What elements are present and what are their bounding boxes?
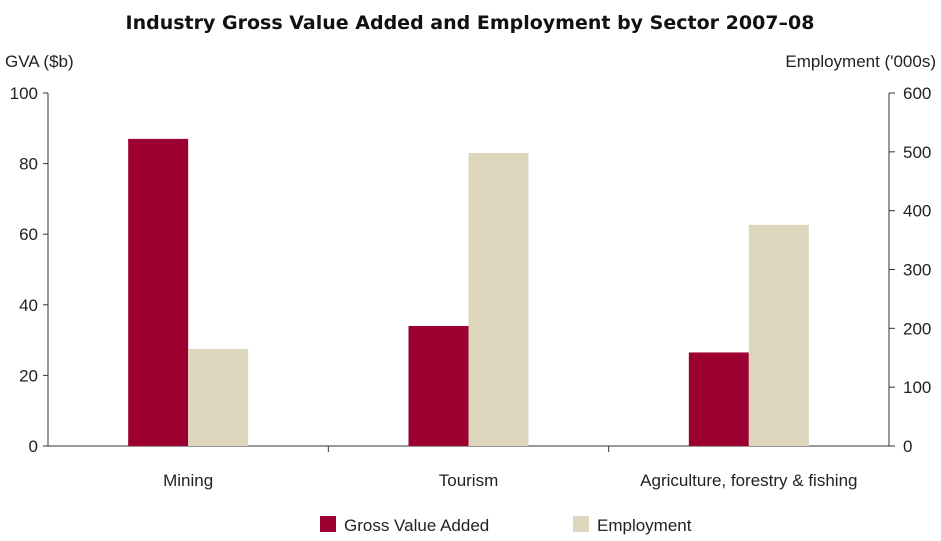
category-label: Tourism bbox=[439, 471, 499, 490]
y-left-tick-label: 20 bbox=[19, 366, 38, 385]
y-right-tick-label: 200 bbox=[903, 319, 931, 338]
y-left-tick-label: 80 bbox=[19, 155, 38, 174]
y-left-tick-label: 60 bbox=[19, 225, 38, 244]
bar-gva bbox=[409, 326, 469, 446]
y-right-tick-label: 400 bbox=[903, 202, 931, 221]
category-label: Agriculture, forestry & fishing bbox=[640, 471, 857, 490]
category-label: Mining bbox=[163, 471, 213, 490]
y-left-tick-label: 0 bbox=[29, 437, 38, 456]
y-right-tick-label: 100 bbox=[903, 378, 931, 397]
legend-swatch bbox=[320, 516, 336, 532]
bars bbox=[128, 139, 809, 446]
bar-employment bbox=[469, 153, 529, 446]
legend-label: Employment bbox=[597, 516, 692, 535]
y-right-tick-label: 300 bbox=[903, 261, 931, 280]
y-right-tick-label: 500 bbox=[903, 143, 931, 162]
y-right-axis-title: Employment ('000s) bbox=[785, 52, 936, 71]
legend-swatch bbox=[573, 516, 589, 532]
y-right-tick-label: 600 bbox=[903, 84, 931, 103]
bar-employment bbox=[749, 225, 809, 446]
chart-title: Industry Gross Value Added and Employmen… bbox=[126, 12, 815, 34]
bar-employment bbox=[188, 349, 248, 446]
y-left-tick-label: 40 bbox=[19, 296, 38, 315]
bar-gva bbox=[689, 352, 749, 446]
bar-gva bbox=[128, 139, 188, 446]
y-right-tick-label: 0 bbox=[903, 437, 912, 456]
y-left-axis-title: GVA ($b) bbox=[5, 52, 74, 71]
legend-label: Gross Value Added bbox=[344, 516, 489, 535]
legend: Gross Value Added Employment bbox=[320, 516, 692, 535]
y-left-tick-label: 100 bbox=[10, 84, 38, 103]
